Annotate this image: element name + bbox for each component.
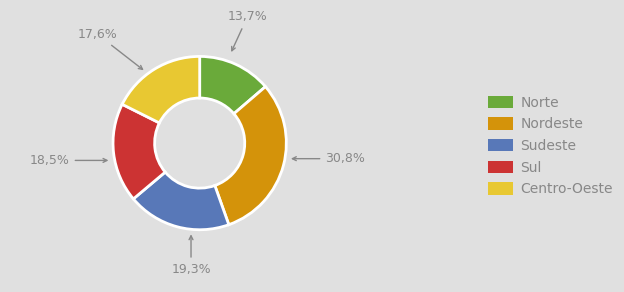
Wedge shape — [215, 87, 286, 225]
Text: 19,3%: 19,3% — [171, 236, 211, 276]
Wedge shape — [134, 172, 229, 230]
Wedge shape — [113, 104, 165, 199]
Text: 30,8%: 30,8% — [293, 152, 365, 165]
Text: 17,6%: 17,6% — [77, 28, 142, 69]
Legend: Norte, Nordeste, Sudeste, Sul, Centro-Oeste: Norte, Nordeste, Sudeste, Sul, Centro-Oe… — [484, 92, 617, 200]
Text: 13,7%: 13,7% — [228, 11, 267, 51]
Text: 18,5%: 18,5% — [30, 154, 107, 167]
Wedge shape — [200, 56, 265, 114]
Wedge shape — [122, 56, 200, 123]
